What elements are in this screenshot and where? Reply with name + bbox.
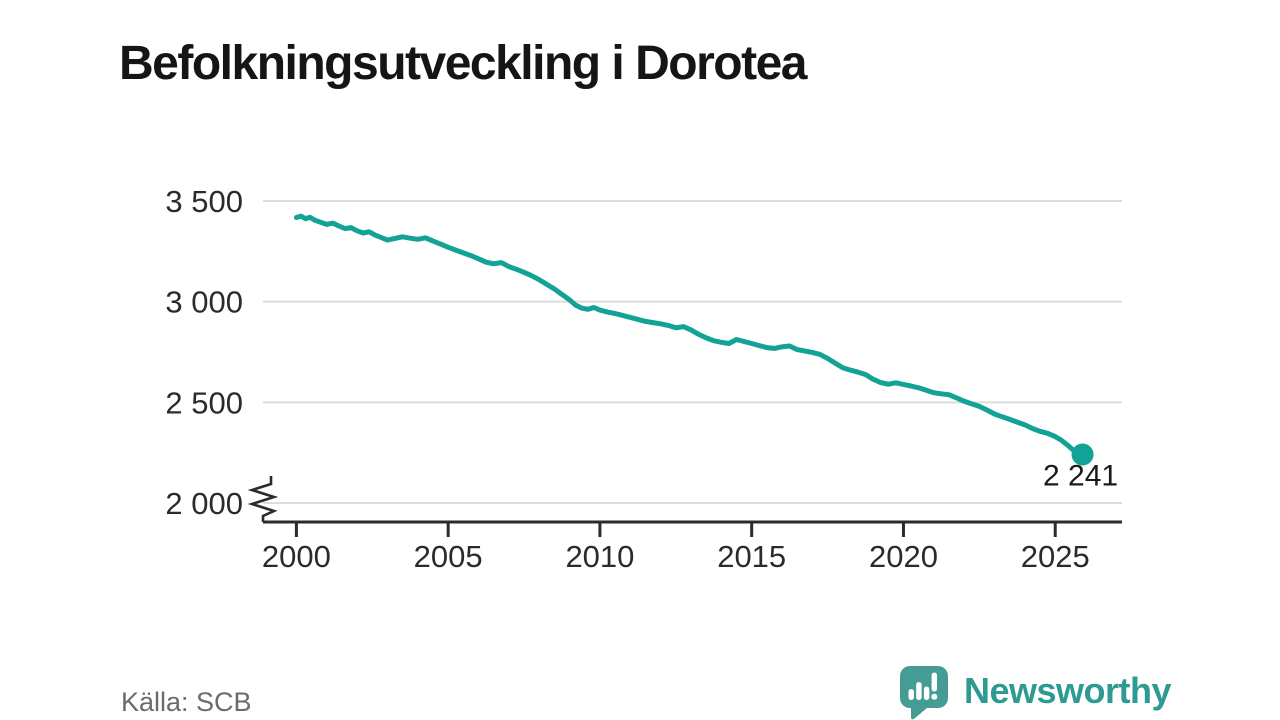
axis-break-icon — [247, 476, 279, 522]
y-tick-label: 3 500 — [165, 184, 243, 219]
logo-exclamation-bar — [931, 672, 937, 692]
x-tick-label: 2010 — [565, 539, 634, 574]
x-tick-label: 2000 — [262, 539, 331, 574]
x-tick-label: 2020 — [869, 539, 938, 574]
population-end-label: 2 241 — [1043, 459, 1118, 492]
population-line — [293, 213, 1085, 457]
newsworthy-logo: Newsworthy — [895, 662, 1172, 720]
page-title: Befolkningsutveckling i Dorotea — [119, 37, 807, 91]
x-tick-label: 2015 — [717, 539, 786, 574]
logo-exclamation-dot — [931, 693, 938, 700]
y-tick-label: 3 000 — [165, 285, 243, 320]
source-note: Källa: SCB — [121, 687, 252, 717]
x-tick-label: 2025 — [1021, 539, 1090, 574]
population-endpoint-dot — [1071, 443, 1094, 466]
y-tick-label: 2 000 — [165, 486, 243, 521]
y-tick-label: 2 500 — [165, 385, 243, 420]
logo-bar-medium — [923, 686, 930, 700]
logo-bar-small — [908, 689, 914, 700]
newsworthy-wordmark: Newsworthy — [964, 670, 1172, 711]
x-tick-label: 2005 — [414, 539, 483, 574]
newsworthy-bubble-chart-icon — [900, 666, 948, 720]
logo-bar-tall — [916, 682, 922, 700]
